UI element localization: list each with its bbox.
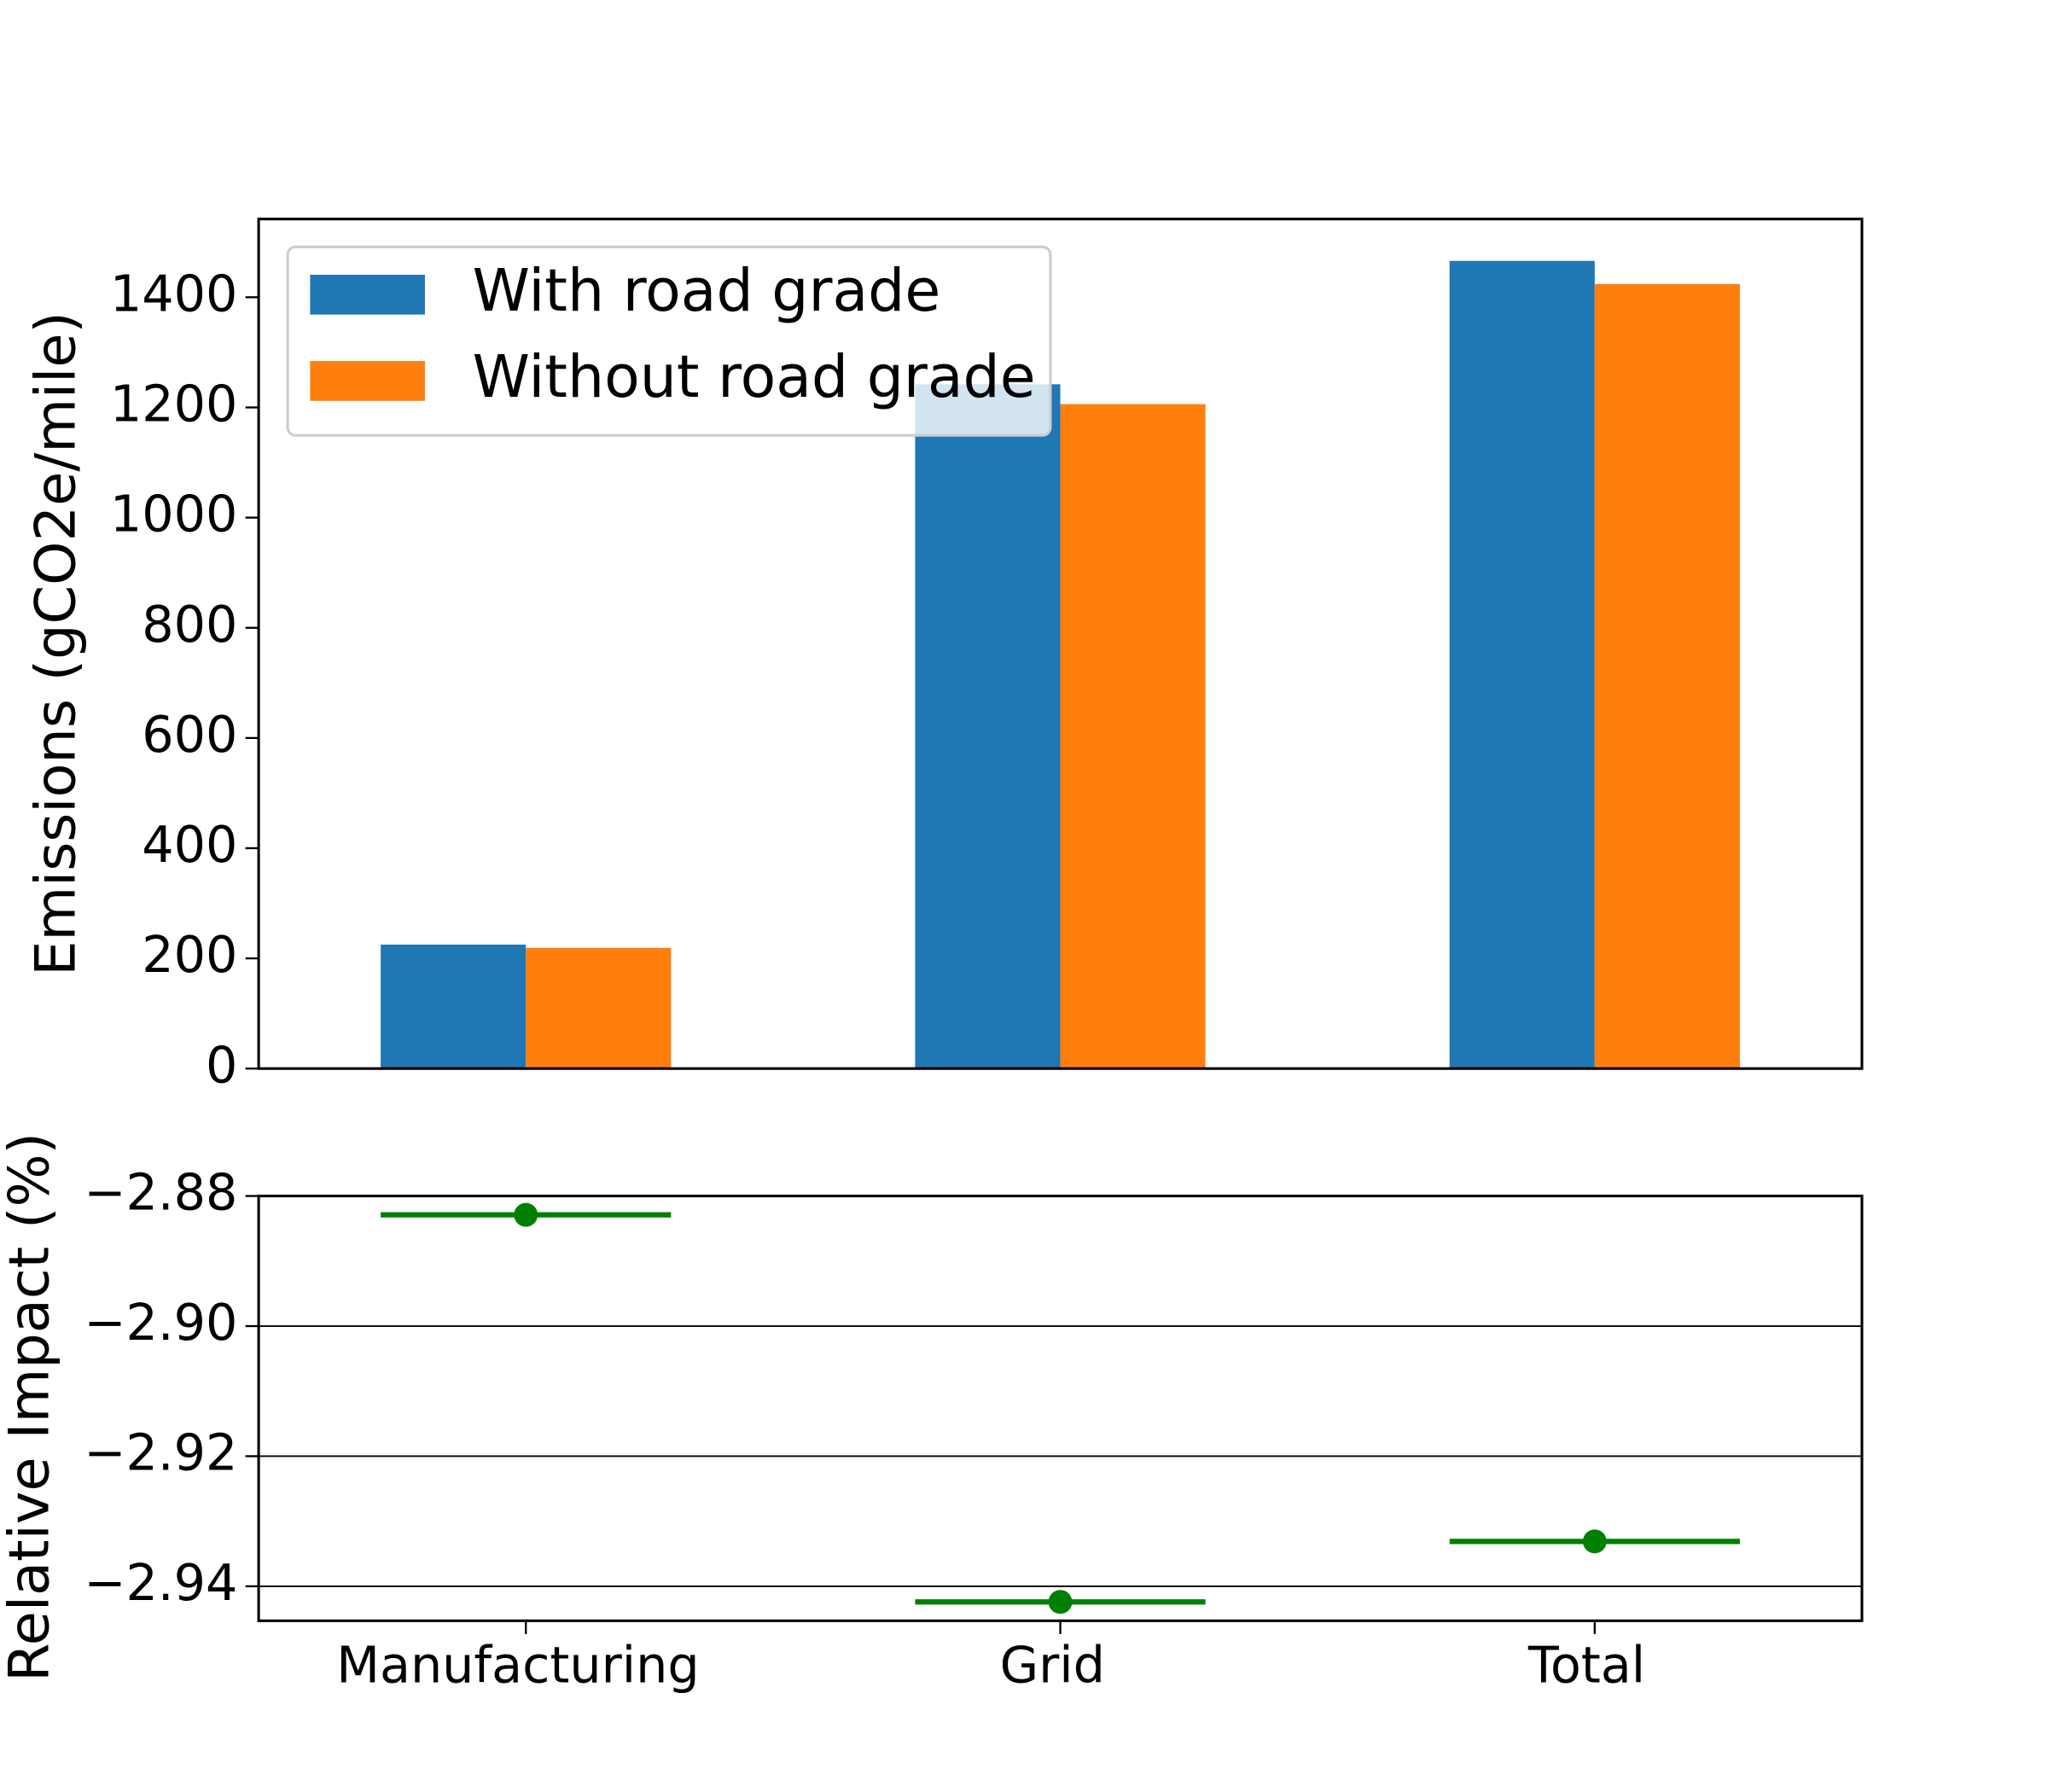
y-tick-label: −2.90 xyxy=(84,1293,237,1352)
point xyxy=(514,1202,538,1227)
axes-frame xyxy=(257,218,1864,1070)
axes-frame xyxy=(257,1195,1864,1622)
bar xyxy=(381,944,527,1069)
bar xyxy=(915,384,1061,1069)
y-tick-label: 200 xyxy=(142,925,237,984)
bar xyxy=(526,947,672,1069)
y-tick-label: 800 xyxy=(142,595,237,654)
legend-swatch xyxy=(310,275,425,315)
y-tick-label: −2.94 xyxy=(84,1553,237,1612)
bar xyxy=(1594,283,1740,1069)
y-tick-label: 0 xyxy=(206,1035,237,1094)
point xyxy=(1582,1529,1607,1554)
y-tick-label: 600 xyxy=(142,705,237,764)
y-tick-label: 1400 xyxy=(110,264,238,323)
x-tick-label: Total xyxy=(1527,1635,1645,1694)
y-tick-label: −2.88 xyxy=(84,1163,237,1222)
y-tick-label: 400 xyxy=(142,815,237,874)
bar xyxy=(1060,404,1206,1069)
legend-swatch xyxy=(310,361,425,401)
y-axis-label: Emissions (gCO2e/mile) xyxy=(25,311,89,976)
legend-box xyxy=(286,245,1052,437)
point xyxy=(1048,1590,1073,1615)
legend-label: Without road grade xyxy=(473,344,1036,411)
bar xyxy=(1449,260,1595,1069)
y-tick-label: −2.92 xyxy=(84,1423,237,1481)
y-tick-label: 1200 xyxy=(110,374,238,433)
x-tick-label: Grid xyxy=(1000,1635,1105,1694)
y-tick-label: 1000 xyxy=(110,485,238,544)
y-axis-label: Relative Impact (%) xyxy=(0,1132,62,1682)
legend-label: With road grade xyxy=(473,258,941,325)
x-tick-label: Manufacturing xyxy=(336,1635,699,1694)
